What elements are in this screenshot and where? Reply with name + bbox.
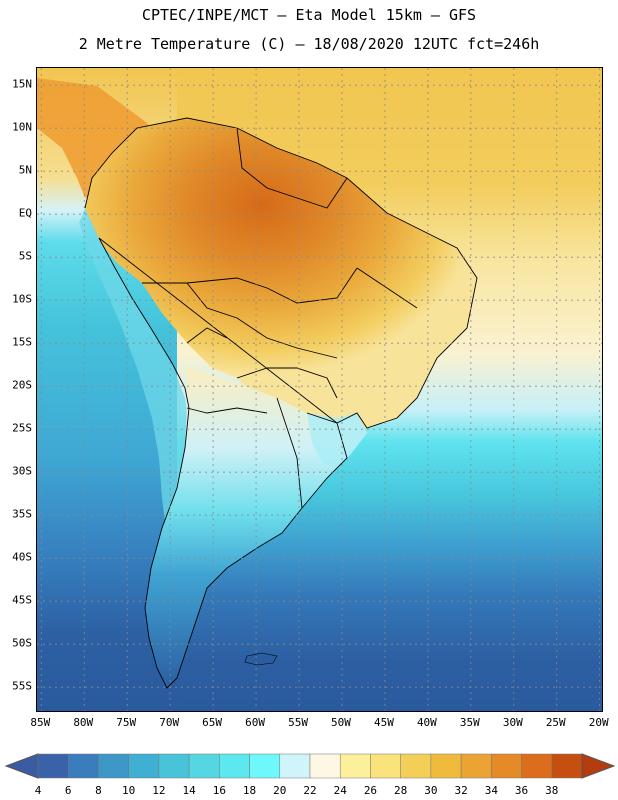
longitude-label: 30W [502, 716, 523, 729]
colorbar-swatch [67, 753, 99, 779]
latitude-label: 15S [12, 335, 32, 349]
longitude-label: 55W [288, 716, 308, 729]
colorbar-swatch [551, 753, 583, 779]
longitude-label: 75W [116, 716, 137, 729]
colorbar-swatch [430, 753, 462, 779]
colorbar-tick-label: 32 [454, 784, 468, 797]
colorbar-tick-label: 22 [303, 784, 317, 797]
colorbar-swatch [158, 753, 190, 779]
latitude-label: 55S [12, 679, 32, 693]
latitude-label: 5S [18, 249, 32, 263]
colorbar-swatch [460, 753, 492, 779]
latitude-label: EQ [18, 206, 32, 220]
latitude-label: 45S [12, 593, 32, 607]
colorbar-swatch [491, 753, 522, 779]
colorbar-swatch [249, 753, 281, 779]
colorbar-tick-label: 8 [95, 784, 102, 797]
longitude-label: 25W [545, 716, 566, 729]
colorbar-tick-label: 34 [484, 784, 498, 797]
colorbar-tick-label: 36 [514, 784, 529, 797]
colorbar-swatch [37, 753, 69, 779]
map-title-line1: CPTEC/INPE/MCT – Eta Model 15km – GFS [141, 6, 477, 24]
colorbar-tick-label: 24 [333, 784, 347, 797]
colorbar-swatch [98, 753, 129, 779]
south-america-north [85, 118, 477, 428]
southern-brazil-cool [307, 413, 367, 468]
colorbar-tick-label: 30 [424, 784, 438, 797]
colorbar-tick-label: 14 [182, 784, 196, 797]
map-title-line2: 2 Metre Temperature (C) – 18/08/2020 12U… [78, 35, 540, 53]
latitude-label: 10N [12, 120, 32, 134]
lat-lon-grid [37, 68, 602, 711]
colorbar-swatch [400, 753, 432, 779]
colorbar-swatch [309, 753, 341, 779]
longitude-label: 45W [373, 716, 394, 729]
colorbar-swatch [521, 753, 553, 779]
latitude-label: 40S [12, 550, 32, 564]
map-canvas [37, 68, 602, 711]
longitude-label: 40W [416, 716, 437, 729]
longitude-label: 70W [159, 716, 180, 729]
colorbar-over-arrow [581, 753, 616, 779]
andes-cool-stripe [79, 208, 192, 538]
longitude-label: 20W [588, 716, 609, 729]
colorbar-tick-label: 12 [152, 784, 166, 797]
colorbar-swatch [370, 753, 401, 779]
borders [84, 117, 478, 689]
latitude-label: 50S [12, 636, 32, 650]
colorbar-swatch [279, 753, 311, 779]
colorbar-tick-label: 6 [64, 784, 72, 797]
latitude-label: 20S [12, 378, 32, 392]
colorbar-tick-label: 28 [394, 784, 408, 797]
southern-cone [145, 368, 367, 688]
colorbar [4, 753, 616, 779]
colorbar-tick-label: 4 [34, 784, 42, 797]
latitude-label: 10S [12, 292, 32, 306]
temperature-map [36, 67, 603, 712]
latitude-label: 15N [12, 77, 32, 91]
longitude-label: 50W [331, 716, 351, 729]
colorbar-swatch [188, 753, 220, 779]
latitude-label: 30S [12, 464, 32, 478]
latitude-label: 5N [18, 163, 32, 177]
longitude-label: 65W [202, 716, 223, 729]
colorbar-swatch [128, 753, 160, 779]
colorbar-tick-label: 26 [363, 784, 378, 797]
colorbar-tick-label: 18 [242, 784, 257, 797]
colorbar-tick-label: 38 [545, 784, 559, 797]
colorbar-tick-label: 10 [122, 784, 136, 797]
latitude-label: 35S [12, 507, 32, 521]
latitude-label: 25S [12, 421, 32, 435]
colorbar-under-arrow [4, 753, 39, 779]
longitude-label: 60W [245, 716, 265, 729]
colorbar-tick-label: 20 [273, 784, 287, 797]
colorbar-tick-label: 16 [212, 784, 226, 797]
longitude-label: 35W [459, 716, 480, 729]
longitude-label: 80W [73, 716, 94, 729]
longitude-label: 85W [30, 716, 51, 729]
colorbar-swatch [339, 753, 371, 779]
colorbar-swatch [219, 753, 250, 779]
falklands-land [244, 652, 278, 666]
